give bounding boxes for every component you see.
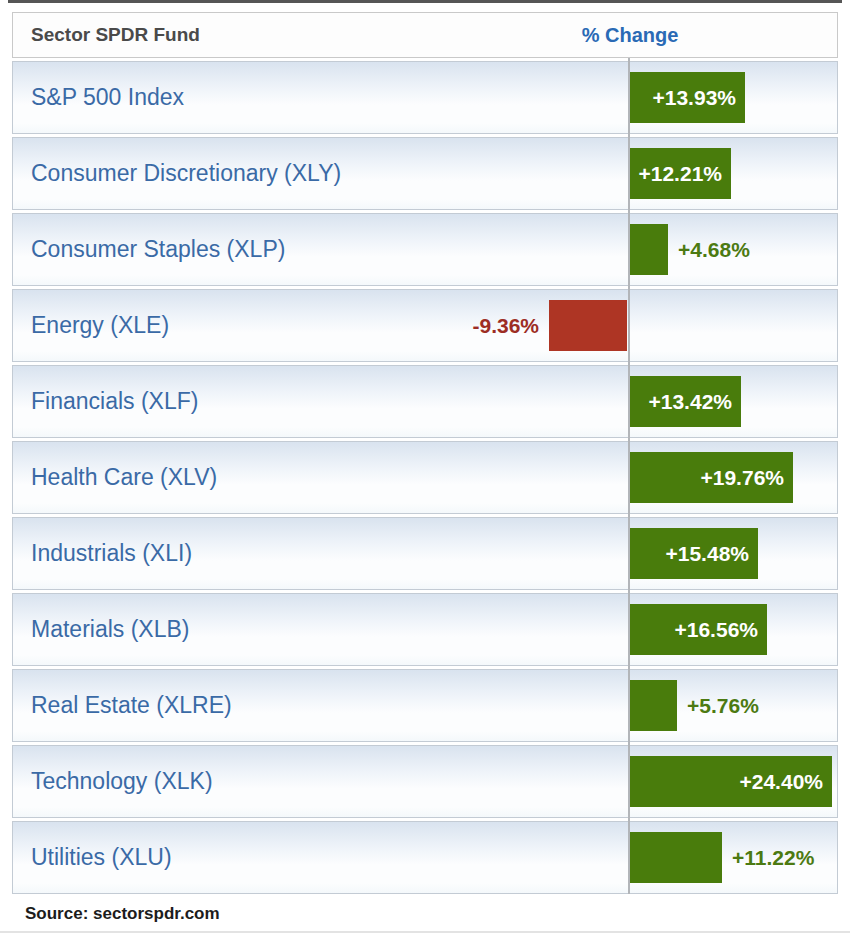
change-value: +4.68%: [678, 224, 750, 275]
change-bar: [629, 832, 722, 883]
change-bar: +13.93%: [629, 72, 745, 123]
change-value: +13.42%: [649, 376, 733, 427]
fund-name-link[interactable]: Consumer Discretionary (XLY): [31, 138, 341, 209]
change-value: +16.56%: [675, 604, 759, 655]
fund-row: Financials (XLF) +13.42%: [12, 365, 838, 438]
change-value: -9.36%: [472, 300, 539, 351]
page-bottom-divider: [0, 931, 850, 933]
fund-name-link[interactable]: Real Estate (XLRE): [31, 670, 232, 741]
change-value: +12.21%: [639, 148, 723, 199]
change-bar: [549, 300, 627, 351]
fund-name-link[interactable]: Health Care (XLV): [31, 442, 217, 513]
fund-row: Health Care (XLV) +19.76%: [12, 441, 838, 514]
change-bar: +24.40%: [629, 756, 832, 807]
change-bar: +12.21%: [629, 148, 731, 199]
fund-row: Real Estate (XLRE) +5.76%: [12, 669, 838, 742]
fund-column-header: Sector SPDR Fund: [31, 13, 200, 57]
fund-name-link[interactable]: Technology (XLK): [31, 746, 213, 817]
fund-row: Industrials (XLI) +15.48%: [12, 517, 838, 590]
fund-row: Utilities (XLU) +11.22%: [12, 821, 838, 894]
fund-name-link[interactable]: Industrials (XLI): [31, 518, 192, 589]
fund-name-link[interactable]: Utilities (XLU): [31, 822, 172, 893]
fund-name-link[interactable]: Financials (XLF): [31, 366, 198, 437]
change-bar: +15.48%: [629, 528, 758, 579]
change-column-header: % Change: [510, 13, 750, 57]
zero-baseline-divider: [628, 58, 630, 894]
fund-name-link[interactable]: Energy (XLE): [31, 290, 169, 361]
change-value: +15.48%: [666, 528, 750, 579]
change-value: +11.22%: [732, 832, 814, 883]
fund-row: Consumer Staples (XLP) +4.68%: [12, 213, 838, 286]
change-bar: [629, 224, 668, 275]
change-bar: +13.42%: [629, 376, 741, 427]
fund-row: Materials (XLB) +16.56%: [12, 593, 838, 666]
fund-row: Energy (XLE) -9.36%: [12, 289, 838, 362]
source-attribution: Source: sectorspdr.com: [25, 904, 220, 924]
fund-name-link[interactable]: Materials (XLB): [31, 594, 189, 665]
change-bar: +19.76%: [629, 452, 793, 503]
fund-row: Consumer Discretionary (XLY) +12.21%: [12, 137, 838, 210]
table-body: S&P 500 Index +13.93% Consumer Discretio…: [12, 61, 838, 894]
change-value: +19.76%: [701, 452, 785, 503]
sector-performance-table: Sector SPDR Fund % Change S&P 500 Index …: [12, 12, 838, 894]
change-bar: +16.56%: [629, 604, 767, 655]
change-value: +5.76%: [687, 680, 759, 731]
fund-name-link[interactable]: S&P 500 Index: [31, 62, 184, 133]
page-top-divider: [8, 0, 842, 3]
table-header-row: Sector SPDR Fund % Change: [12, 12, 838, 58]
fund-row: S&P 500 Index +13.93%: [12, 61, 838, 134]
change-bar: [629, 680, 677, 731]
fund-name-link[interactable]: Consumer Staples (XLP): [31, 214, 285, 285]
change-value: +13.93%: [653, 72, 737, 123]
change-value: +24.40%: [740, 756, 824, 807]
fund-row: Technology (XLK) +24.40%: [12, 745, 838, 818]
